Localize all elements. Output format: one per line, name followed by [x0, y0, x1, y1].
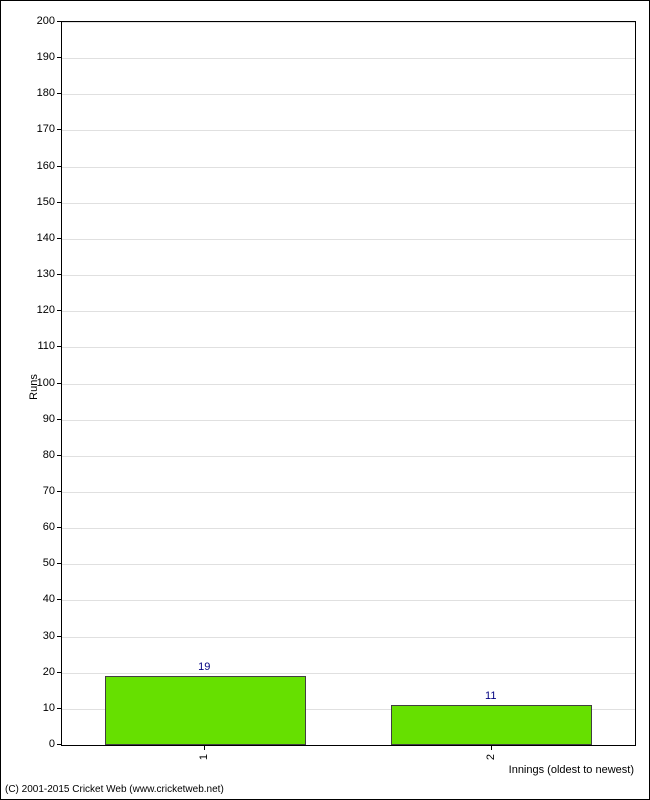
ytick-label: 10 [15, 702, 55, 714]
ytick-label: 120 [15, 304, 55, 316]
plot-area [61, 21, 636, 746]
xtick-mark [491, 746, 492, 750]
ytick-mark [57, 455, 61, 456]
gridline [62, 564, 635, 565]
gridline [62, 130, 635, 131]
ytick-label: 130 [15, 268, 55, 280]
gridline [62, 637, 635, 638]
gridline [62, 673, 635, 674]
ytick-mark [57, 202, 61, 203]
ytick-label: 70 [15, 485, 55, 497]
gridline [62, 384, 635, 385]
ytick-label: 110 [15, 340, 55, 352]
ytick-label: 140 [15, 232, 55, 244]
gridline [62, 600, 635, 601]
gridline [62, 347, 635, 348]
ytick-label: 170 [15, 123, 55, 135]
ytick-mark [57, 93, 61, 94]
ytick-mark [57, 21, 61, 22]
ytick-label: 150 [15, 196, 55, 208]
gridline [62, 528, 635, 529]
bar [391, 705, 592, 745]
bar [105, 676, 306, 745]
ytick-mark [57, 419, 61, 420]
ytick-mark [57, 491, 61, 492]
ytick-mark [57, 238, 61, 239]
ytick-label: 60 [15, 521, 55, 533]
ytick-mark [57, 527, 61, 528]
ytick-label: 90 [15, 413, 55, 425]
ytick-label: 40 [15, 593, 55, 605]
ytick-mark [57, 129, 61, 130]
bar-value-label: 19 [198, 661, 210, 673]
chart-container: Runs Innings (oldest to newest) (C) 2001… [0, 0, 650, 800]
bar-value-label: 11 [485, 690, 496, 702]
ytick-label: 50 [15, 557, 55, 569]
gridline [62, 492, 635, 493]
ytick-mark [57, 57, 61, 58]
ytick-mark [57, 744, 61, 745]
ytick-label: 180 [15, 87, 55, 99]
ytick-mark [57, 672, 61, 673]
xtick-mark [204, 746, 205, 750]
gridline [62, 456, 635, 457]
ytick-mark [57, 166, 61, 167]
gridline [62, 420, 635, 421]
ytick-label: 80 [15, 449, 55, 461]
ytick-mark [57, 383, 61, 384]
ytick-mark [57, 708, 61, 709]
gridline [62, 239, 635, 240]
ytick-label: 160 [15, 160, 55, 172]
ytick-mark [57, 346, 61, 347]
xtick-label: 2 [485, 754, 497, 760]
ytick-mark [57, 310, 61, 311]
ytick-mark [57, 599, 61, 600]
ytick-label: 0 [15, 738, 55, 750]
ytick-label: 30 [15, 630, 55, 642]
ytick-label: 20 [15, 666, 55, 678]
ytick-mark [57, 636, 61, 637]
ytick-label: 190 [15, 51, 55, 63]
copyright-text: (C) 2001-2015 Cricket Web (www.cricketwe… [5, 784, 224, 795]
ytick-label: 100 [15, 377, 55, 389]
gridline [62, 203, 635, 204]
gridline [62, 275, 635, 276]
gridline [62, 311, 635, 312]
gridline [62, 58, 635, 59]
ytick-mark [57, 563, 61, 564]
ytick-label: 200 [15, 15, 55, 27]
xtick-label: 1 [198, 754, 210, 760]
ytick-mark [57, 274, 61, 275]
gridline [62, 22, 635, 23]
gridline [62, 94, 635, 95]
gridline [62, 167, 635, 168]
x-axis-label: Innings (oldest to newest) [509, 764, 634, 776]
